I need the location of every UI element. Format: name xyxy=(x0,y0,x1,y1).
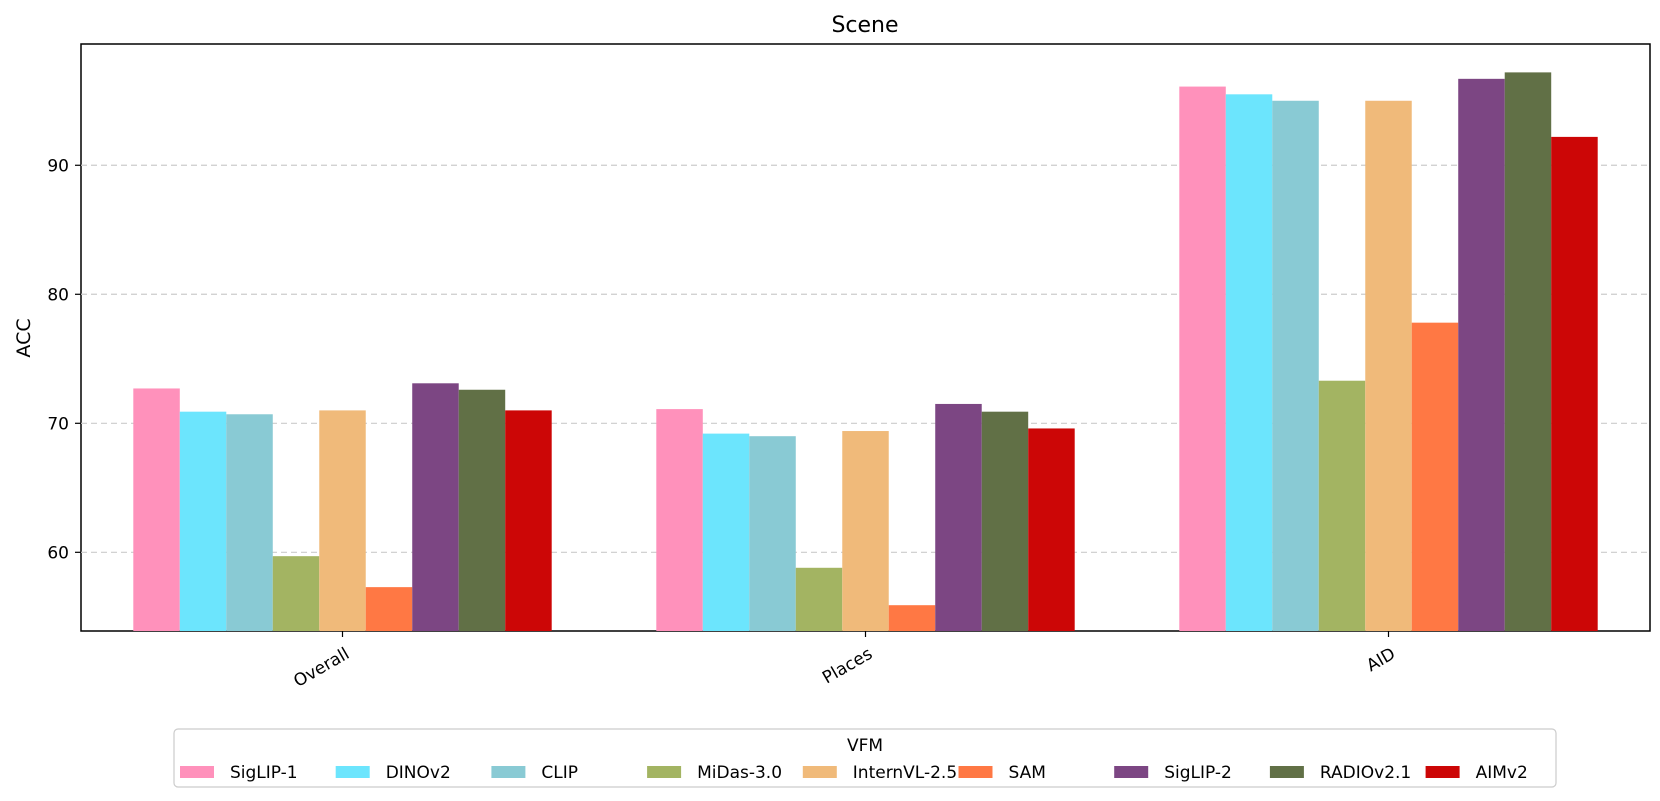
bar-midas-3-0-places xyxy=(795,567,843,631)
chart-title: Scene xyxy=(831,13,898,38)
y-axis-label: ACC xyxy=(13,318,35,357)
bar-dinov2-aid xyxy=(1225,94,1273,632)
y-tick-label: 70 xyxy=(47,414,69,434)
bar-aimv2-places xyxy=(1028,428,1075,631)
bar-sam-places xyxy=(888,605,936,631)
legend-swatch xyxy=(180,766,214,778)
legend-label: SAM xyxy=(1009,763,1046,783)
bars xyxy=(133,72,1598,632)
bar-dinov2-overall xyxy=(179,411,227,631)
bar-siglip-1-overall xyxy=(133,388,180,631)
x-tick-label: AID xyxy=(1363,644,1399,676)
bar-internvl-2-5-aid xyxy=(1365,100,1412,631)
legend-label: InternVL-2.5 xyxy=(853,763,957,783)
bar-siglip-2-aid xyxy=(1458,78,1505,632)
legend-swatch xyxy=(1114,766,1149,778)
legend-title: VFM xyxy=(847,736,883,756)
legend-swatch xyxy=(1425,766,1460,778)
bar-siglip-1-places xyxy=(656,409,703,631)
legend-label: SigLIP-1 xyxy=(230,763,298,783)
legend: VFM SigLIP-1 DINOv2 CLIP MiDas-3.0 InternVL-… xyxy=(173,728,1557,788)
legend-swatch xyxy=(958,766,993,778)
legend-label: SigLIP-2 xyxy=(1164,763,1232,783)
bar-internvl-2-5-places xyxy=(842,431,889,631)
legend-label: DINOv2 xyxy=(386,763,451,783)
bar-siglip-2-overall xyxy=(412,383,459,631)
bar-clip-overall xyxy=(226,414,273,631)
bar-clip-aid xyxy=(1272,100,1319,631)
bar-dinov2-places xyxy=(702,433,750,631)
bar-midas-3-0-overall xyxy=(272,556,320,631)
y-tick-label: 60 xyxy=(47,543,69,563)
bar-radiov2-1-places xyxy=(981,411,1029,631)
legend-label: AIMv2 xyxy=(1476,763,1528,783)
y-tick-label: 90 xyxy=(47,156,69,176)
bar-aimv2-aid xyxy=(1551,136,1598,631)
bar-siglip-2-places xyxy=(935,403,982,631)
bar-radiov2-1-overall xyxy=(458,389,506,631)
bar-siglip-1-aid xyxy=(1179,86,1226,632)
legend-swatch xyxy=(491,766,526,778)
legend-swatch xyxy=(647,766,682,778)
bar-internvl-2-5-overall xyxy=(319,410,366,631)
legend-label: MiDas-3.0 xyxy=(697,763,782,783)
x-tick-label: Places xyxy=(819,644,876,688)
bar-sam-overall xyxy=(365,587,413,631)
x-axis-ticks: Overall Places AID xyxy=(290,631,1399,692)
legend-swatch xyxy=(335,766,370,778)
legend-label: RADIOv2.1 xyxy=(1320,763,1411,783)
x-tick-label: Overall xyxy=(290,644,353,692)
bar-clip-places xyxy=(749,436,796,631)
y-axis-ticks: 60 70 80 90 xyxy=(47,156,81,563)
y-tick-label: 80 xyxy=(47,285,69,305)
legend-swatch xyxy=(802,766,837,778)
legend-swatch xyxy=(1269,766,1304,778)
bar-sam-aid xyxy=(1411,322,1459,631)
bar-aimv2-overall xyxy=(505,410,552,631)
bar-radiov2-1-aid xyxy=(1504,72,1552,631)
bar-midas-3-0-aid xyxy=(1318,380,1366,631)
legend-label: CLIP xyxy=(541,763,578,783)
